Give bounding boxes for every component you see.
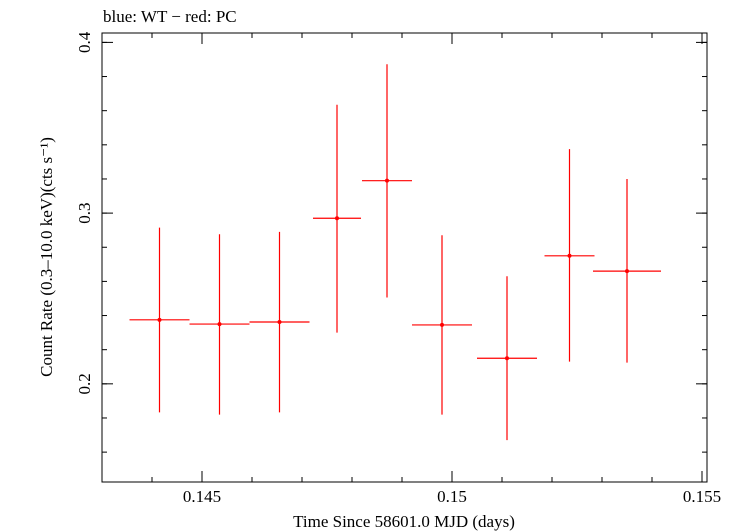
data-point — [412, 235, 472, 415]
plot-frame — [101, 32, 708, 483]
point-marker — [385, 178, 389, 183]
point-marker — [505, 356, 509, 361]
point-marker — [277, 320, 282, 325]
data-point — [313, 104, 361, 333]
point-marker — [440, 322, 444, 327]
data-point — [189, 234, 250, 415]
chart-title: blue: WT − red: PC — [103, 7, 237, 26]
x-tick-label: 0.155 — [683, 487, 721, 506]
data-points — [129, 64, 661, 441]
y-tick-label: 0.2 — [75, 373, 94, 394]
y-tick-label: 0.4 — [75, 31, 94, 53]
x-tick-label: 0.15 — [437, 487, 467, 506]
data-point — [593, 178, 661, 363]
point-marker — [567, 253, 572, 258]
point-marker — [625, 269, 629, 274]
data-point — [129, 227, 190, 413]
axis-ticks — [101, 33, 707, 482]
data-point — [544, 149, 595, 362]
x-tick-label: 0.145 — [183, 487, 221, 506]
y-axis-label: Count Rate (0.3–10.0 keV)(cts s⁻¹) — [37, 137, 56, 377]
x-axis-label: Time Since 58601.0 MJD (days) — [293, 512, 515, 531]
data-point — [249, 231, 310, 413]
y-tick-label: 0.3 — [75, 202, 94, 223]
point-marker — [157, 317, 162, 322]
data-point — [477, 276, 537, 441]
point-marker — [217, 322, 222, 327]
point-marker — [335, 216, 339, 221]
tick-labels: 0.145 0.15 0.155 0.2 0.3 0.4 — [75, 31, 721, 506]
data-point — [362, 64, 412, 298]
